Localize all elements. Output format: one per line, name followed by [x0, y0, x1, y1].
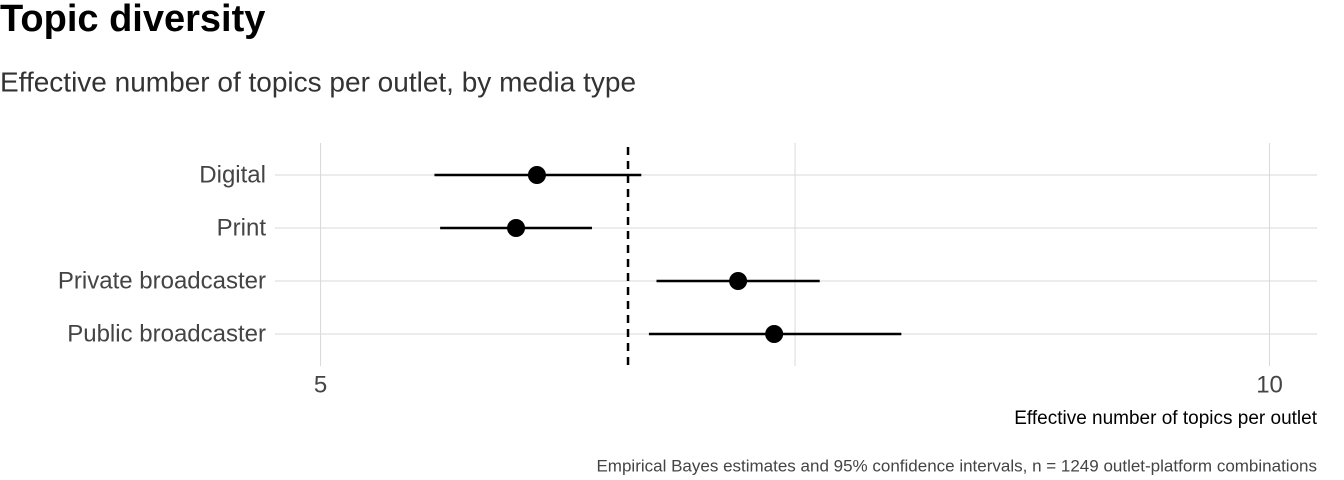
point [507, 219, 526, 237]
y-tick-label: Private broadcaster [58, 267, 266, 294]
y-tick-label: Digital [199, 161, 266, 188]
x-tick-label: 10 [1256, 371, 1283, 398]
x-axis-title: Effective number of topics per outlet [1014, 408, 1317, 429]
point [527, 166, 546, 184]
x-tick-label: 5 [314, 371, 327, 398]
point [765, 325, 784, 343]
y-tick-label: Print [217, 214, 267, 241]
point [729, 272, 748, 290]
chart-title: Topic diversity [0, 0, 265, 40]
caption: Empirical Bayes estimates and 95% confid… [596, 456, 1317, 475]
chart-subtitle: Effective number of topics per outlet, b… [0, 66, 636, 97]
y-tick-label: Public broadcaster [67, 320, 266, 347]
